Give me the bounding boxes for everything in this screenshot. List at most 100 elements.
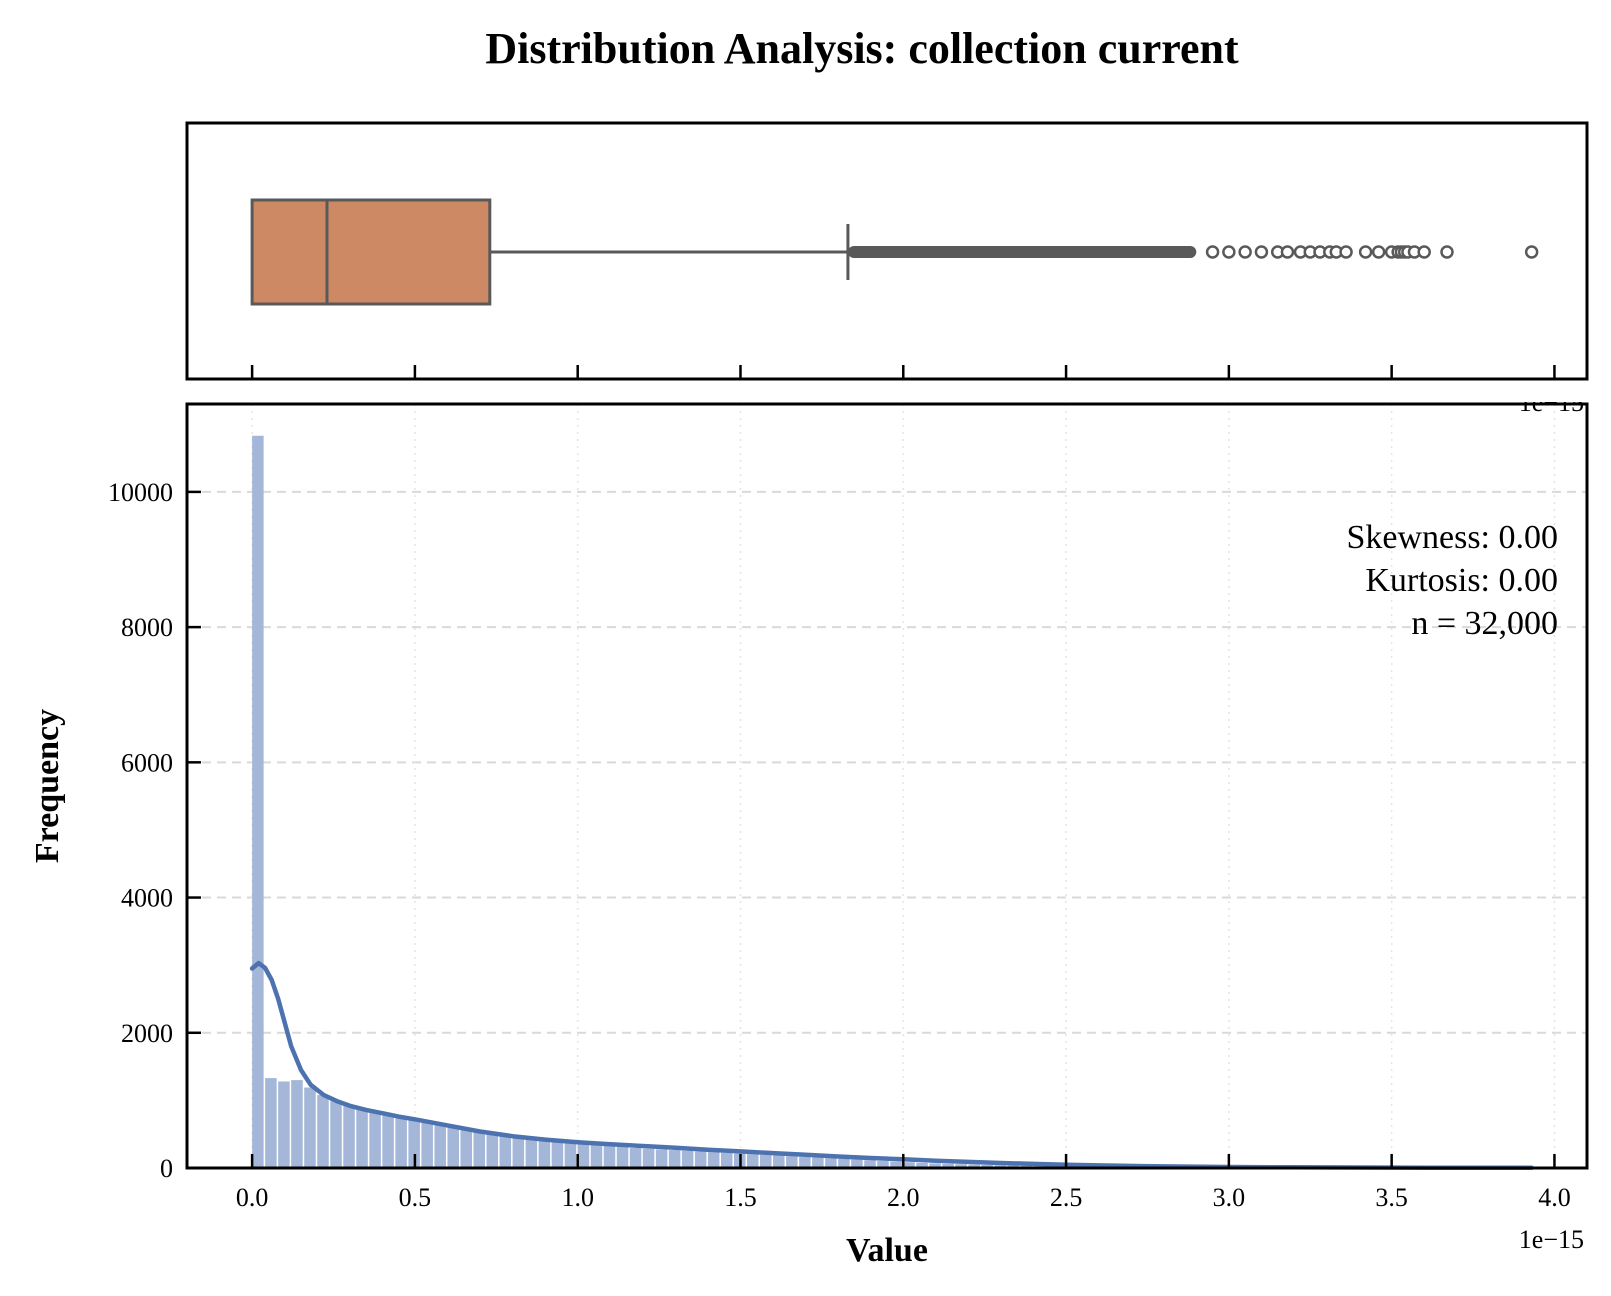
y-tick-label-2: 4000 xyxy=(121,884,173,913)
histogram-x-offset-label: 1e−15 xyxy=(1519,1225,1584,1254)
histogram-bar-9 xyxy=(369,1111,381,1168)
histogram-bar-54 xyxy=(955,1164,967,1168)
skewness-label: Skewness: 0.00 xyxy=(1346,519,1558,556)
histogram-bar-32 xyxy=(668,1150,681,1168)
boxplot-outlier-2 xyxy=(1238,245,1252,259)
histogram-bar-25 xyxy=(577,1143,590,1168)
histogram-bar-55 xyxy=(968,1164,980,1168)
x-tick-label-7: 3.5 xyxy=(1375,1183,1408,1212)
y-tick-label-4: 8000 xyxy=(121,613,173,642)
histogram-bar-38 xyxy=(747,1154,759,1168)
chart-title: Distribution Analysis: collection curren… xyxy=(485,24,1239,73)
histogram-bar-56 xyxy=(981,1164,993,1168)
histogram-bar-19 xyxy=(499,1135,512,1168)
histogram-y-ticks: 0 2000 4000 6000 8000 10000 xyxy=(108,478,201,1183)
boxplot-outlier-1 xyxy=(1222,245,1236,259)
histogram-bar-36 xyxy=(720,1152,733,1168)
boxplot-outlier-11 xyxy=(1339,245,1353,259)
histogram-bar-11 xyxy=(395,1117,407,1168)
boxplot-outlier-cluster xyxy=(847,246,1197,258)
histogram-bar-27 xyxy=(603,1146,616,1168)
boxplot-outlier-21 xyxy=(1440,245,1454,259)
x-tick-label-2: 1.0 xyxy=(561,1183,594,1212)
histogram-bar-41 xyxy=(786,1156,798,1168)
y-axis-label: Frequency xyxy=(29,709,66,863)
histogram-bar-51 xyxy=(916,1162,928,1168)
histogram-bar-34 xyxy=(694,1151,707,1168)
boxplot-outlier-22 xyxy=(1524,245,1539,259)
histogram-bar-17 xyxy=(473,1131,486,1168)
histogram-bar-5 xyxy=(317,1094,329,1168)
histogram-bar-23 xyxy=(551,1141,564,1168)
histogram-bar-26 xyxy=(590,1145,603,1168)
histogram-bar-49 xyxy=(890,1161,902,1168)
boxplot-outlier-0 xyxy=(1205,245,1220,259)
y-tick-label-3: 6000 xyxy=(121,748,173,777)
boxplot-outlier-12 xyxy=(1358,245,1373,259)
histogram-bar-0 xyxy=(252,435,264,1168)
stats-annotation: Skewness: 0.00 Kurtosis: 0.00 n = 32,000 xyxy=(1346,519,1558,642)
y-tick-label-0: 0 xyxy=(160,1154,173,1183)
histogram-bar-43 xyxy=(812,1157,824,1168)
histogram-bar-50 xyxy=(903,1162,915,1168)
histogram-bar-48 xyxy=(877,1160,889,1168)
boxplot-outlier-3 xyxy=(1254,245,1269,259)
histogram-bar-21 xyxy=(525,1138,538,1168)
histogram-bar-39 xyxy=(760,1154,772,1168)
histogram-bar-46 xyxy=(851,1159,863,1168)
histogram-bar-33 xyxy=(681,1150,694,1168)
histogram-bar-22 xyxy=(538,1140,551,1168)
histogram-x-ticks: 0.0 0.5 1.0 1.5 2.0 2.5 3.0 3.5 4.0 xyxy=(236,1154,1571,1212)
histogram-bars xyxy=(252,435,1540,1168)
panel-gap xyxy=(187,381,1587,402)
boxplot-outliers xyxy=(847,245,1539,259)
histogram-bar-44 xyxy=(825,1158,837,1168)
histogram-bar-45 xyxy=(838,1158,850,1168)
histogram-frame xyxy=(185,402,1589,1170)
boxplot-outlier-13 xyxy=(1371,245,1386,259)
histogram-bar-15 xyxy=(447,1127,459,1168)
histogram-bar-14 xyxy=(434,1125,446,1168)
y-tick-label-5: 10000 xyxy=(108,478,173,507)
x-tick-label-3: 1.5 xyxy=(724,1183,757,1212)
histogram-bar-28 xyxy=(616,1147,629,1168)
x-tick-label-8: 4.0 xyxy=(1538,1183,1571,1212)
histogram-bar-2 xyxy=(278,1081,290,1168)
histogram-bar-6 xyxy=(330,1101,342,1168)
x-tick-label-5: 2.5 xyxy=(1050,1183,1083,1212)
histogram-bar-29 xyxy=(629,1148,642,1168)
histogram-bar-42 xyxy=(799,1156,811,1168)
histogram-bar-16 xyxy=(460,1129,473,1168)
boxplot-x-ticks xyxy=(250,365,1556,379)
boxplot-marks xyxy=(250,198,850,306)
histogram-bar-12 xyxy=(408,1119,420,1168)
histogram-bar-30 xyxy=(642,1148,655,1168)
histogram-bar-3 xyxy=(291,1080,303,1168)
boxplot-box xyxy=(250,198,492,306)
sample-size-label: n = 32,000 xyxy=(1411,605,1558,642)
boxplot-outlier-20 xyxy=(1417,245,1431,259)
histogram-bar-1 xyxy=(265,1078,277,1168)
histogram-bar-47 xyxy=(864,1160,876,1168)
boxplot-frame xyxy=(185,121,1589,381)
y-tick-label-1: 2000 xyxy=(121,1019,173,1048)
histogram-bar-31 xyxy=(655,1149,668,1168)
histogram-bar-7 xyxy=(343,1105,355,1168)
histogram-bar-40 xyxy=(773,1155,785,1168)
histogram-panel: 0.0 0.5 1.0 1.5 2.0 2.5 3.0 3.5 4.0 0 2000 4000 600… xyxy=(29,402,1589,1269)
boxplot-outlier-5 xyxy=(1280,245,1295,259)
histogram-bar-35 xyxy=(707,1152,720,1168)
x-tick-label-1: 0.5 xyxy=(399,1183,432,1212)
kurtosis-label: Kurtosis: 0.00 xyxy=(1365,562,1558,599)
histogram-bar-24 xyxy=(564,1142,577,1168)
histogram-bar-20 xyxy=(512,1137,525,1168)
x-tick-label-0: 0.0 xyxy=(236,1183,269,1212)
histogram-bar-13 xyxy=(421,1122,433,1168)
histogram-bar-4 xyxy=(304,1087,316,1168)
histogram-bar-10 xyxy=(382,1114,394,1168)
histogram-bar-52 xyxy=(929,1163,941,1168)
histogram-bar-8 xyxy=(356,1108,368,1168)
histogram-bar-53 xyxy=(942,1163,954,1168)
x-tick-label-6: 3.0 xyxy=(1213,1183,1246,1212)
